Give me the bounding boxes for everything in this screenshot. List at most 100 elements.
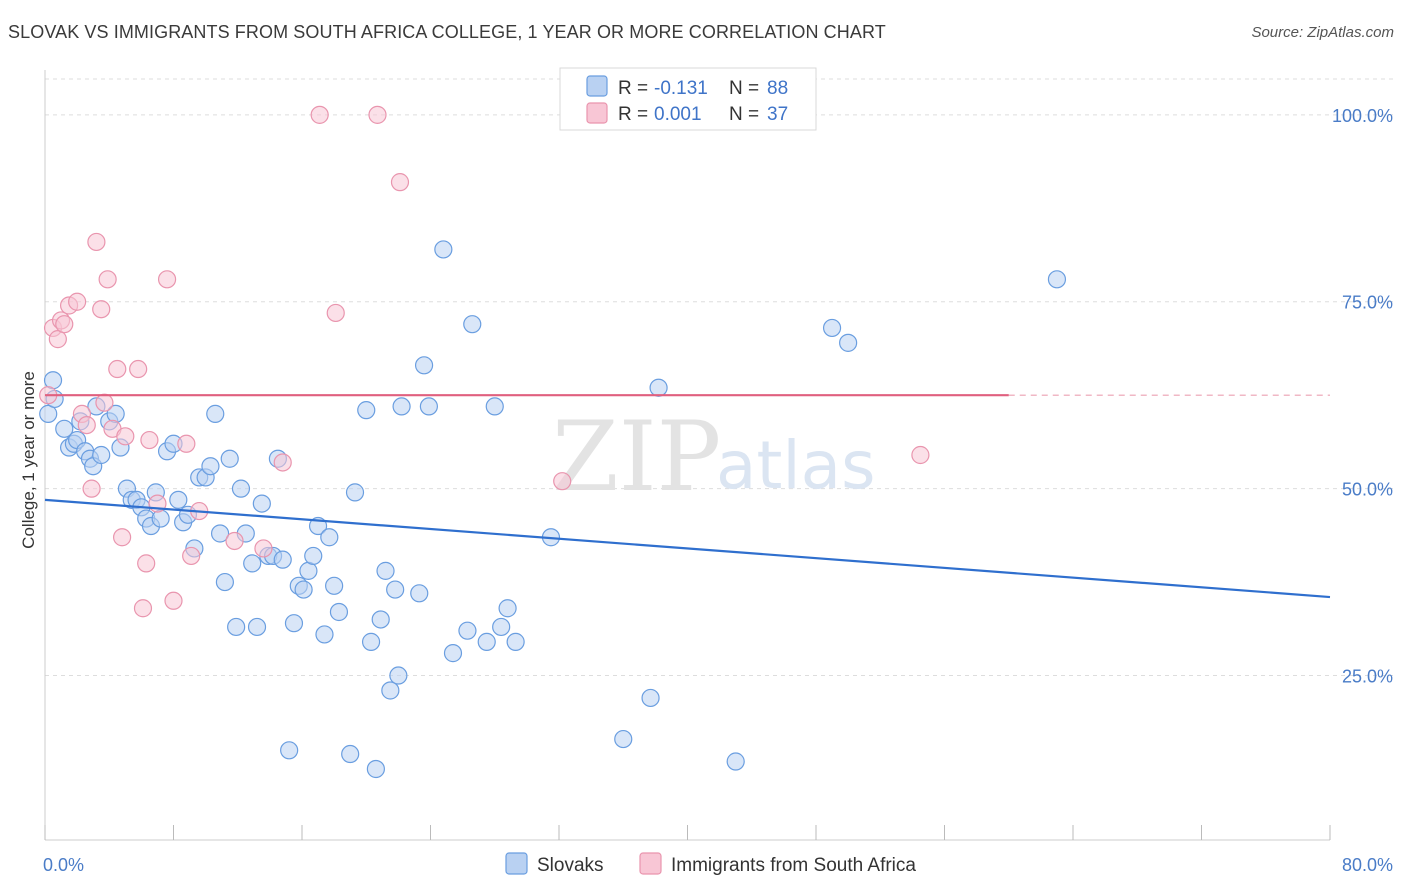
south-africa-point-18 — [129, 359, 148, 379]
south-africa-point-12 — [95, 393, 114, 412]
slovak-point-48 — [284, 614, 304, 633]
slovak-point-38 — [231, 479, 251, 498]
slovak-point-58 — [341, 744, 360, 764]
slovak-point-35 — [215, 572, 234, 592]
slovak-point-40 — [243, 554, 262, 573]
watermark-atlas: atlas — [716, 427, 876, 504]
slovak-point-50 — [294, 580, 313, 599]
slovak-point-61 — [361, 632, 381, 651]
legend-n-label-1: N = — [729, 104, 759, 125]
slovak-point-59 — [345, 483, 365, 502]
south-africa-point-2 — [48, 330, 67, 349]
bottom-legend-slovaks: Slovaks — [537, 855, 604, 876]
slovak-point-57 — [329, 602, 349, 622]
south-africa-point-32 — [326, 303, 345, 323]
slovak-point-0 — [39, 404, 58, 423]
slovak-point-72 — [434, 240, 453, 259]
slovak-point-3 — [55, 419, 74, 438]
south-africa-point-13 — [98, 270, 117, 289]
series-south-africa-points — [39, 105, 930, 618]
axes — [44, 70, 1331, 841]
south-africa-point-36 — [911, 445, 930, 465]
legend-box: R = -0.131 N = 88 R = 0.001 N = 37 — [559, 67, 817, 131]
slovak-point-36 — [220, 449, 239, 468]
south-africa-point-8 — [77, 415, 96, 435]
slovak-point-54 — [315, 625, 334, 644]
south-africa-point-25 — [177, 434, 196, 453]
slovak-point-79 — [498, 599, 517, 618]
slovak-point-37 — [227, 617, 246, 637]
legend-r-value-0: -0.131 — [654, 78, 708, 99]
slovak-point-78 — [492, 617, 511, 637]
slovak-point-86 — [822, 318, 842, 338]
south-africa-point-9 — [82, 479, 101, 498]
slovak-point-69 — [410, 584, 429, 603]
slovak-point-76 — [477, 632, 496, 651]
slovak-point-34 — [210, 524, 230, 543]
legend-swatch-south-africa — [586, 102, 608, 124]
south-africa-point-15 — [108, 359, 127, 379]
legend-n-value-1: 37 — [767, 104, 788, 125]
x-tick-max: 80.0% — [1342, 855, 1393, 875]
slovak-point-52 — [304, 546, 323, 566]
slovak-point-66 — [386, 580, 405, 599]
chart-title: SLOVAK VS IMMIGRANTS FROM SOUTH AFRICA C… — [8, 22, 886, 42]
slovak-point-46 — [273, 550, 292, 569]
slovak-point-12 — [92, 445, 111, 465]
slovak-point-67 — [389, 666, 408, 685]
south-africa-point-21 — [140, 430, 159, 450]
slovak-point-26 — [169, 490, 188, 509]
legend-r-label-1: R = — [618, 104, 648, 125]
bottom-legend: Slovaks Immigrants from South Africa — [505, 852, 916, 876]
slovak-point-71 — [419, 397, 438, 416]
slovak-point-62 — [366, 759, 385, 779]
slovak-point-63 — [371, 610, 390, 629]
slovak-point-60 — [357, 401, 376, 420]
south-africa-point-30 — [273, 453, 292, 472]
slovak-point-65 — [381, 681, 400, 700]
slovak-point-83 — [641, 688, 660, 708]
south-africa-point-6 — [68, 292, 87, 311]
slovak-point-42 — [252, 494, 271, 513]
source-label: Source: ZipAtlas.com — [1251, 24, 1394, 41]
trend-lines — [44, 394, 1331, 599]
y-tick-label-0: 25.0% — [1342, 667, 1393, 687]
south-africa-point-20 — [137, 554, 156, 573]
south-africa-point-11 — [92, 300, 111, 319]
legend-n-label-0: N = — [729, 78, 759, 99]
south-africa-point-10 — [87, 232, 106, 252]
slovak-point-77 — [485, 397, 504, 416]
legend-n-value-0: 88 — [767, 78, 788, 99]
south-africa-point-33 — [368, 105, 387, 124]
south-africa-point-35 — [553, 472, 572, 491]
slovak-point-74 — [458, 621, 477, 640]
south-africa-point-19 — [133, 599, 153, 618]
slovak-point-70 — [414, 356, 434, 375]
slovak-point-88 — [1047, 270, 1067, 289]
south-africa-point-34 — [390, 173, 410, 192]
south-africa-point-28 — [225, 531, 244, 551]
slovak-point-41 — [247, 617, 267, 637]
slovak-point-23 — [151, 509, 170, 528]
slovak-point-33 — [206, 404, 225, 423]
bottom-legend-swatch-south-africa — [639, 852, 662, 875]
bottom-legend-swatch-slovaks — [505, 852, 528, 875]
south-africa-point-29 — [254, 539, 273, 558]
watermark: ZIP atlas — [552, 401, 876, 513]
slovak-point-64 — [376, 561, 395, 580]
y-tick-label-1: 50.0% — [1342, 480, 1393, 500]
legend-swatch-slovaks — [586, 75, 608, 97]
watermark-zip: ZIP — [552, 401, 721, 513]
south-africa-point-24 — [164, 591, 183, 610]
slovak-point-75 — [463, 315, 482, 334]
slovak-point-82 — [614, 729, 633, 749]
south-africa-point-31 — [310, 105, 329, 124]
trend-line-slovaks — [44, 498, 1331, 599]
y-tick-labels: 25.0% 50.0% 75.0% 100.0% — [1332, 106, 1393, 687]
y-tick-label-3: 100.0% — [1332, 106, 1393, 126]
y-axis-label: College, 1 year or more — [19, 371, 38, 549]
slovak-point-80 — [506, 632, 525, 651]
south-africa-point-4 — [55, 315, 74, 334]
slovak-point-47 — [280, 741, 299, 760]
